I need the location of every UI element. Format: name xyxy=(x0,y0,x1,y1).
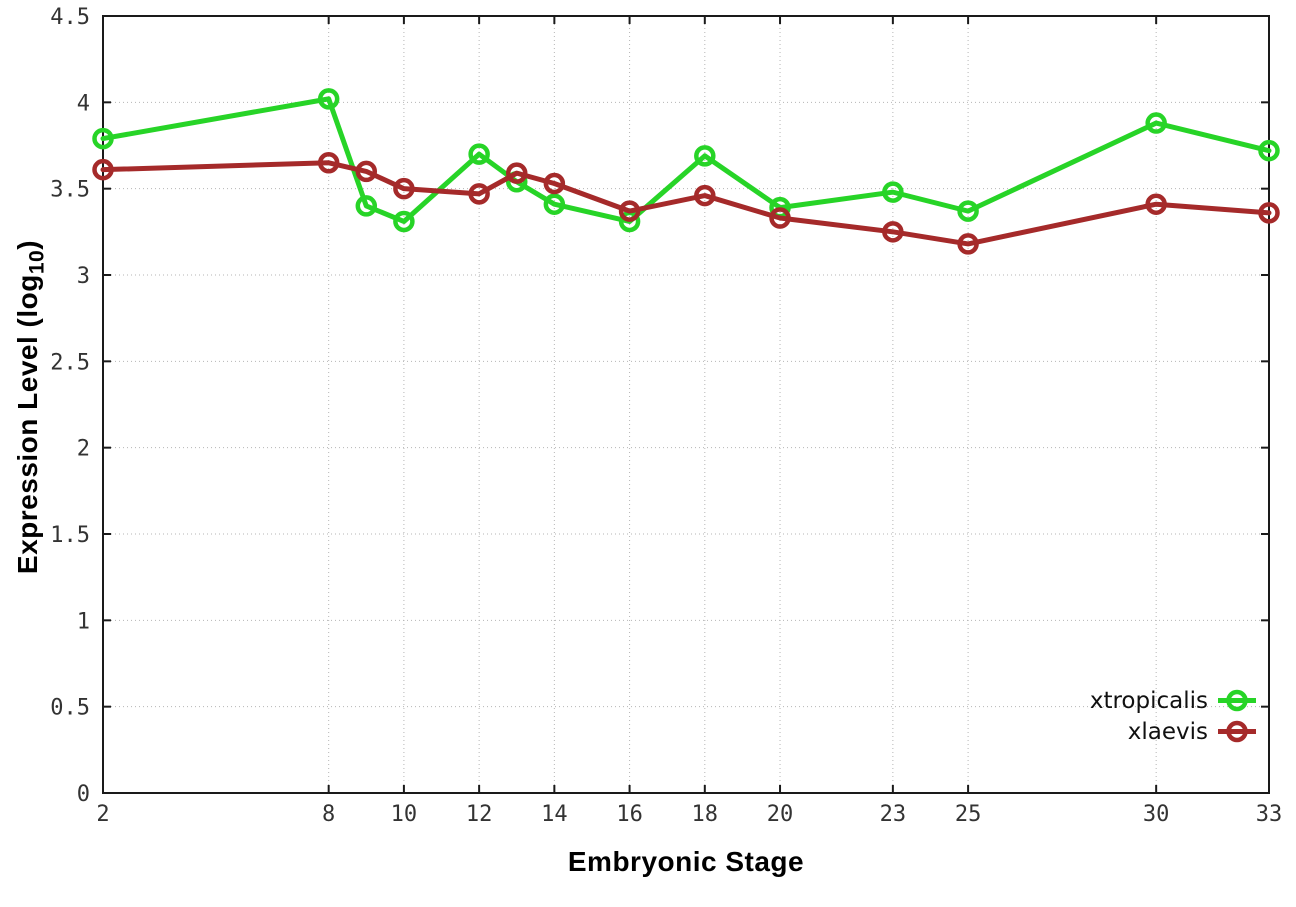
legend-label-xtropicalis: xtropicalis xyxy=(1089,687,1208,714)
y-axis-label: Expression Level (log10) xyxy=(8,197,49,617)
y-tick-label: 4 xyxy=(77,91,90,116)
x-tick-label: 25 xyxy=(955,802,982,827)
tick-labels: 2 8 10 12 14 16 18 20 23 25 30 33 0 0.5 1 1.5 2 2.5 3 3.5 4 4… xyxy=(50,5,1282,827)
y-axis-label-close: ) xyxy=(12,239,43,250)
legend-marker-xlaevis-icon xyxy=(1218,720,1256,743)
gridlines xyxy=(102,15,1270,794)
y-axis-label-text: Expression Level (log xyxy=(12,274,43,575)
x-axis-label: Embryonic Stage xyxy=(567,846,805,877)
x-tick-label: 8 xyxy=(322,802,335,827)
y-tick-label: 1 xyxy=(77,609,90,634)
legend-marker-xtropicalis-icon xyxy=(1218,689,1256,712)
x-tick-label: 18 xyxy=(692,802,719,827)
series-xlaevis xyxy=(92,152,1280,255)
x-tick-label: 14 xyxy=(541,802,568,827)
x-tick-label: 23 xyxy=(880,802,907,827)
y-tick-label: 0.5 xyxy=(50,696,90,721)
y-tick-label: 3.5 xyxy=(50,178,90,203)
y-tick-label: 2 xyxy=(77,437,90,462)
legend-label-xlaevis: xlaevis xyxy=(1127,718,1208,745)
y-tick-label: 1.5 xyxy=(50,523,90,548)
y-axis-label-subscript: 10 xyxy=(25,249,49,275)
x-tick-label: 30 xyxy=(1143,802,1170,827)
series-xtropicalis xyxy=(92,88,1280,233)
x-tick-label: 16 xyxy=(616,802,643,827)
x-tick-label: 33 xyxy=(1256,802,1283,827)
legend-item-xtropicalis: xtropicalis xyxy=(1090,685,1256,716)
y-tick-label: 0 xyxy=(77,782,90,807)
x-tick-label: 2 xyxy=(96,802,109,827)
y-tick-label: 4.5 xyxy=(50,5,90,30)
y-tick-label: 3 xyxy=(77,264,90,289)
legend: xtropicalis xlaevis xyxy=(1090,685,1256,747)
x-tick-label: 20 xyxy=(767,802,794,827)
legend-item-xlaevis: xlaevis xyxy=(1090,716,1256,747)
x-tick-label: 10 xyxy=(391,802,418,827)
tick-marks xyxy=(102,15,1270,794)
y-tick-label: 2.5 xyxy=(50,350,90,375)
plot-border xyxy=(102,15,1270,794)
x-tick-label: 12 xyxy=(466,802,493,827)
